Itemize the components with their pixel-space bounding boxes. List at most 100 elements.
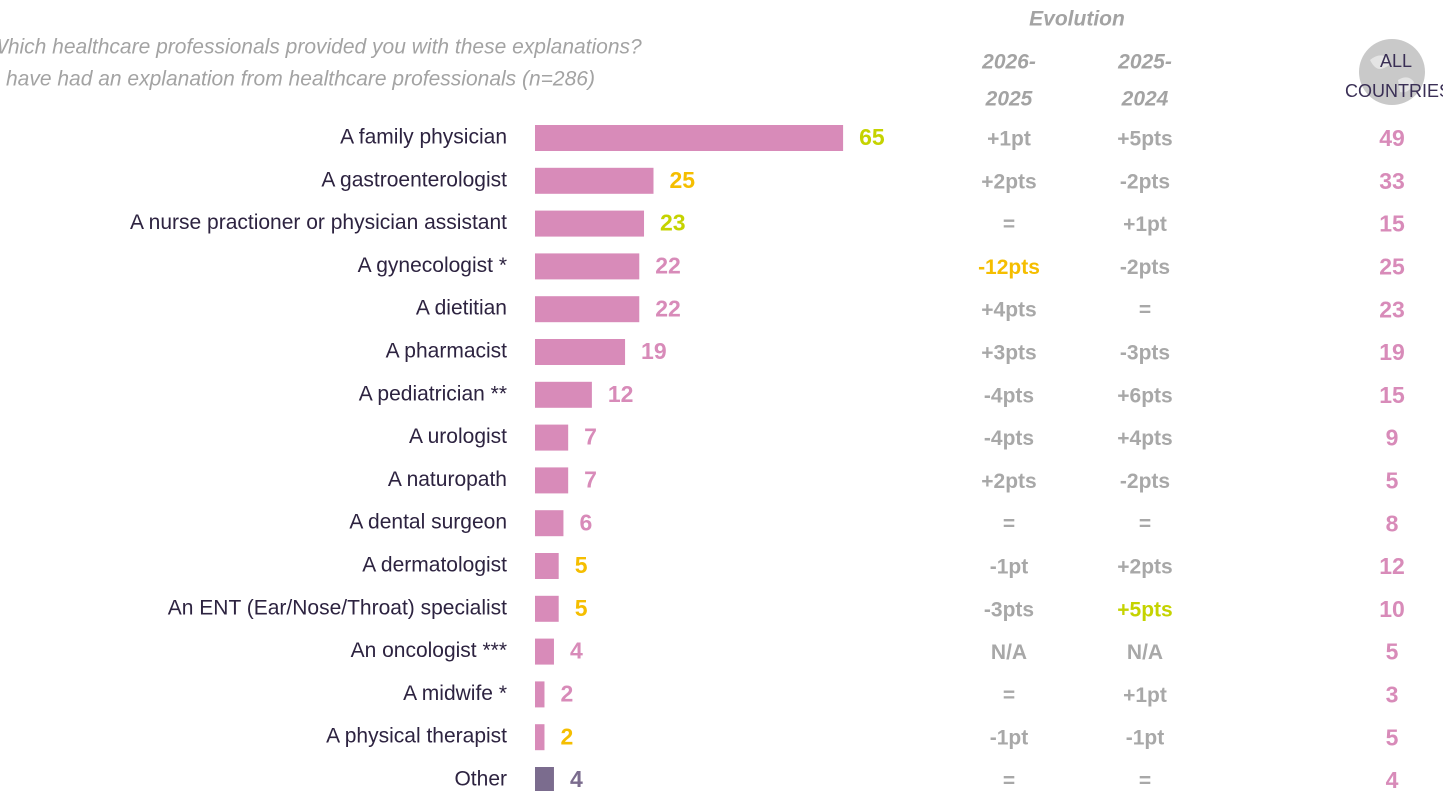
evolution-value: -3pts — [984, 598, 1034, 621]
chart-title: Which healthcare professionals provided … — [0, 36, 642, 59]
all-countries-value: 5 — [1386, 724, 1399, 750]
evolution-value: +1pt — [1123, 684, 1167, 707]
evolution-value: = — [1003, 513, 1015, 536]
evolution-value: +2pts — [981, 170, 1036, 193]
all-countries-value: 8 — [1386, 510, 1399, 536]
all-countries-header: COUNTRIES — [1345, 81, 1443, 101]
category-label: A dermatologist — [362, 554, 507, 577]
globe-icon — [1359, 39, 1425, 105]
value-label: 22 — [655, 295, 681, 321]
category-label: A dietitian — [416, 297, 507, 320]
value-label: 6 — [579, 509, 592, 535]
value-label: 2 — [560, 680, 573, 706]
evolution-value: -1pt — [990, 556, 1029, 579]
value-label: 4 — [570, 638, 583, 664]
category-label: A pharmacist — [386, 340, 508, 363]
bar — [535, 424, 569, 451]
evolution-value: -4pts — [984, 427, 1034, 450]
evolution-value: +1pt — [987, 128, 1031, 151]
evolution-value: -2pts — [1120, 470, 1170, 493]
evolution-value: = — [1139, 770, 1151, 791]
all-countries-value: 33 — [1379, 168, 1405, 194]
value-label: 23 — [660, 210, 686, 236]
value-label: 7 — [584, 424, 597, 450]
category-label: An oncologist *** — [351, 639, 507, 662]
category-label: A pediatrician ** — [359, 382, 507, 405]
column-header: 2025- — [1117, 51, 1172, 74]
evolution-value: +4pts — [981, 299, 1036, 322]
evolution-value: -3pts — [1120, 342, 1170, 365]
bar — [535, 681, 545, 708]
all-countries-value: 4 — [1386, 767, 1399, 791]
evolution-value: = — [1003, 770, 1015, 791]
all-countries-value: 12 — [1379, 553, 1405, 579]
bar — [535, 595, 559, 622]
value-label: 5 — [575, 552, 588, 578]
all-countries-value: 5 — [1386, 639, 1399, 665]
all-countries-value: 5 — [1386, 467, 1399, 493]
all-countries-value: 15 — [1379, 211, 1405, 237]
evolution-value: N/A — [991, 641, 1027, 664]
all-countries-value: 49 — [1379, 125, 1405, 151]
evolution-value: -1pt — [1126, 727, 1165, 750]
evolution-value: = — [1139, 299, 1151, 322]
all-countries-value: 23 — [1379, 296, 1405, 322]
bar — [535, 510, 564, 537]
category-label: A family physician — [340, 126, 507, 149]
evolution-value: +5pts — [1117, 128, 1172, 151]
all-countries-value: 25 — [1379, 253, 1405, 279]
evolution-title: Evolution — [1029, 8, 1125, 31]
evolution-value: = — [1003, 684, 1015, 707]
evolution-value: = — [1139, 513, 1151, 536]
category-label: A gynecologist * — [358, 254, 507, 277]
bar — [535, 296, 640, 323]
evolution-value: +1pt — [1123, 213, 1167, 236]
value-label: 12 — [608, 381, 634, 407]
category-label: A urologist — [409, 425, 507, 448]
column-header: 2026- — [981, 51, 1036, 74]
bar — [535, 210, 645, 237]
evolution-value: -12pts — [978, 256, 1040, 279]
value-label: 25 — [670, 167, 696, 193]
bar — [535, 339, 626, 365]
evolution-value: -1pt — [990, 727, 1029, 750]
category-label: An ENT (Ear/Nose/Throat) specialist — [168, 596, 507, 619]
all-countries-value: 15 — [1379, 382, 1405, 408]
bar — [535, 125, 844, 151]
column-header: 2024 — [1121, 88, 1169, 111]
bar — [535, 724, 545, 751]
bar — [535, 553, 559, 579]
evolution-value: +2pts — [981, 470, 1036, 493]
value-label: 65 — [859, 124, 885, 150]
bar — [535, 381, 592, 408]
all-countries-header: ALL — [1380, 51, 1412, 71]
evolution-value: -2pts — [1120, 170, 1170, 193]
value-label: 22 — [655, 252, 681, 278]
evolution-value: +2pts — [1117, 556, 1172, 579]
category-label: A dental surgeon — [349, 511, 507, 534]
value-label: 7 — [584, 466, 597, 492]
value-label: 5 — [575, 595, 588, 621]
category-label: A nurse practioner or physician assistan… — [130, 211, 507, 234]
bar — [535, 167, 654, 194]
evolution-value: +6pts — [1117, 384, 1172, 407]
value-label: 4 — [570, 766, 583, 791]
value-label: 19 — [641, 338, 667, 364]
evolution-value: -2pts — [1120, 256, 1170, 279]
bar — [535, 467, 569, 494]
bar — [535, 767, 554, 791]
evolution-value: +4pts — [1117, 427, 1172, 450]
column-header: 2025 — [985, 88, 1033, 111]
all-countries-value: 9 — [1386, 425, 1399, 451]
category-label: A midwife * — [403, 682, 507, 705]
evolution-value: +5pts — [1117, 598, 1172, 621]
evolution-value: -4pts — [984, 384, 1034, 407]
category-label: A physical therapist — [326, 725, 507, 748]
chart-subtitle: have had an explanation from healthcare … — [6, 68, 595, 91]
category-label: A naturopath — [388, 468, 507, 491]
bar — [535, 253, 640, 280]
category-label: A gastroenterologist — [321, 168, 507, 191]
evolution-value: N/A — [1127, 641, 1163, 664]
value-label: 2 — [560, 723, 573, 749]
